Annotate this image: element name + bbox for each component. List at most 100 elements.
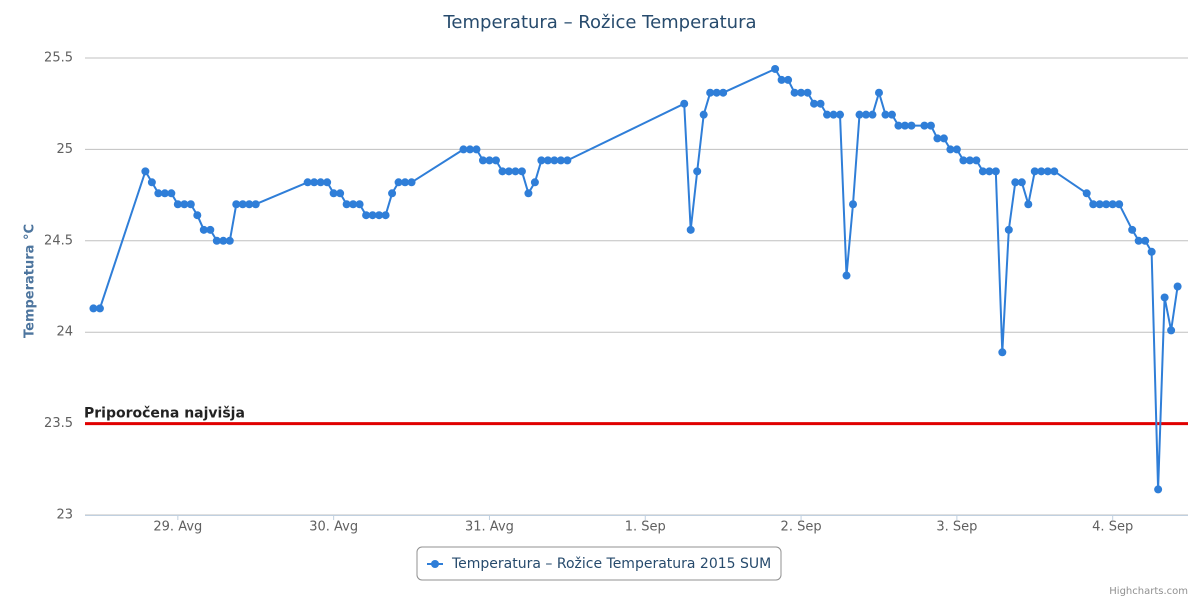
point-marker [517, 167, 526, 176]
point-marker [173, 200, 182, 209]
point-marker [199, 225, 208, 234]
point-marker [524, 189, 533, 198]
point-marker [1173, 282, 1182, 291]
point-marker [141, 167, 150, 176]
point-marker [1160, 293, 1169, 302]
point-marker [784, 75, 793, 84]
point-marker [686, 225, 695, 234]
point-marker [1147, 247, 1156, 256]
point-marker [303, 178, 312, 187]
point-marker [511, 167, 520, 176]
y-tick-label: 24 [56, 325, 73, 340]
point-marker [998, 348, 1007, 357]
point-marker [706, 88, 715, 97]
point-marker [1082, 189, 1091, 198]
point-marker [874, 88, 883, 97]
y-tick-label: 23.5 [44, 416, 73, 431]
point-marker [349, 200, 358, 209]
y-tick-label: 25.5 [44, 51, 73, 66]
point-marker [861, 110, 870, 119]
point-marker [160, 189, 169, 198]
x-tick-label: 1. Sep [625, 520, 666, 535]
point-marker [465, 145, 474, 154]
point-marker [459, 145, 468, 154]
point-marker [336, 189, 345, 198]
point-marker [543, 156, 552, 165]
point-marker [939, 134, 948, 143]
point-marker [212, 236, 221, 245]
point-marker [952, 145, 961, 154]
point-marker [388, 189, 397, 198]
point-marker [803, 88, 812, 97]
point-marker [1115, 200, 1124, 209]
point-marker [771, 64, 780, 73]
point-marker [1011, 178, 1020, 187]
point-marker [1017, 178, 1026, 187]
point-marker [1154, 485, 1163, 494]
point-marker [323, 178, 332, 187]
x-tick-label: 3. Sep [936, 520, 977, 535]
point-marker [842, 271, 851, 280]
point-marker [310, 178, 319, 187]
point-marker [699, 110, 708, 119]
point-marker [1128, 225, 1137, 234]
point-marker [829, 110, 838, 119]
point-marker [1095, 200, 1104, 209]
y-tick-label: 23 [56, 508, 73, 523]
x-tick-label: 2. Sep [781, 520, 822, 535]
point-marker [472, 145, 481, 154]
point-marker [790, 88, 799, 97]
point-marker [978, 167, 987, 176]
point-marker [985, 167, 994, 176]
point-marker [401, 178, 410, 187]
legend-label[interactable]: Temperatura – Rožice Temperatura 2015 SU… [451, 556, 771, 572]
point-marker [95, 304, 104, 313]
point-marker [712, 88, 721, 97]
point-marker [887, 110, 896, 119]
point-marker [933, 134, 942, 143]
point-marker [394, 178, 403, 187]
point-marker [849, 200, 858, 209]
point-marker [991, 167, 1000, 176]
point-marker [836, 110, 845, 119]
point-marker [206, 225, 215, 234]
point-marker [498, 167, 507, 176]
point-marker [556, 156, 565, 165]
point-marker [1024, 200, 1033, 209]
point-marker [1089, 200, 1098, 209]
point-marker [972, 156, 981, 165]
point-marker [147, 178, 156, 187]
point-marker [316, 178, 325, 187]
point-marker [225, 236, 234, 245]
point-marker [926, 121, 935, 130]
point-marker [342, 200, 351, 209]
point-marker [180, 200, 189, 209]
point-marker [245, 200, 254, 209]
point-marker [777, 75, 786, 84]
plot-line-label: Priporočena najvišja [84, 406, 245, 422]
point-marker [1030, 167, 1039, 176]
point-marker [816, 99, 825, 108]
point-marker [375, 211, 384, 220]
credit[interactable]: Highcharts.com [1109, 586, 1188, 597]
point-marker [491, 156, 500, 165]
point-marker [550, 156, 559, 165]
point-marker [907, 121, 916, 130]
point-marker [232, 200, 241, 209]
point-marker [1167, 326, 1176, 335]
x-tick-label: 31. Avg [465, 520, 514, 535]
point-marker [693, 167, 702, 176]
legend-symbol-marker [431, 560, 439, 568]
point-marker [407, 178, 416, 187]
x-tick-label: 4. Sep [1092, 520, 1133, 535]
point-marker [1004, 225, 1013, 234]
point-marker [355, 200, 364, 209]
point-marker [900, 121, 909, 130]
chart-title: Temperatura – Rožice Temperatura [442, 12, 756, 33]
point-marker [186, 200, 195, 209]
point-marker [329, 189, 338, 198]
y-tick-label: 24.5 [44, 233, 73, 248]
point-marker [1134, 236, 1143, 245]
point-marker [881, 110, 890, 119]
